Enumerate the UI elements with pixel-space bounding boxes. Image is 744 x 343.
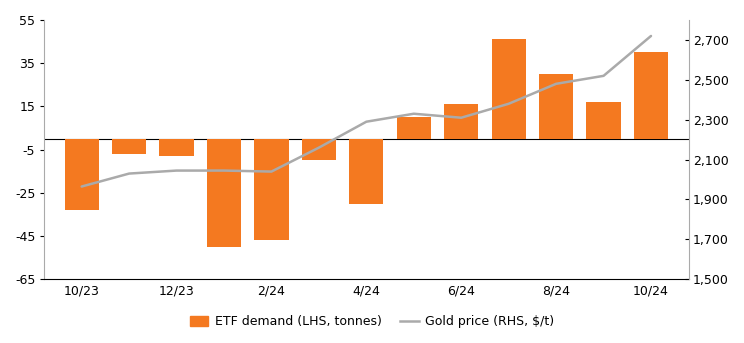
Bar	[349, 139, 383, 204]
Bar	[254, 139, 289, 240]
Bar	[159, 139, 193, 156]
Bar	[302, 139, 336, 161]
Bar	[444, 104, 478, 139]
Bar	[539, 74, 573, 139]
Bar	[207, 139, 241, 247]
Bar	[397, 117, 431, 139]
Bar	[112, 139, 146, 154]
Legend: ETF demand (LHS, tonnes), Gold price (RHS, $/t): ETF demand (LHS, tonnes), Gold price (RH…	[185, 310, 559, 333]
Bar	[492, 39, 526, 139]
Bar	[634, 52, 668, 139]
Bar	[586, 102, 620, 139]
Bar	[65, 139, 99, 210]
